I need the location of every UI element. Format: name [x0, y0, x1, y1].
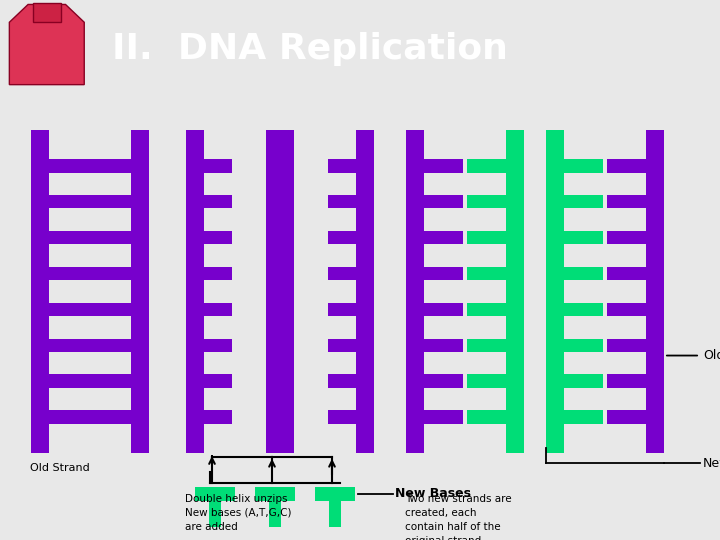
FancyBboxPatch shape — [49, 339, 131, 352]
FancyBboxPatch shape — [328, 303, 356, 316]
FancyBboxPatch shape — [328, 410, 356, 424]
FancyBboxPatch shape — [406, 130, 424, 453]
FancyBboxPatch shape — [276, 130, 294, 453]
FancyBboxPatch shape — [356, 130, 374, 453]
FancyBboxPatch shape — [424, 303, 463, 316]
FancyBboxPatch shape — [467, 231, 506, 245]
FancyBboxPatch shape — [33, 3, 60, 22]
Text: New Bases: New Bases — [395, 488, 471, 501]
FancyBboxPatch shape — [204, 195, 232, 208]
FancyBboxPatch shape — [204, 410, 232, 424]
FancyBboxPatch shape — [546, 130, 564, 453]
FancyBboxPatch shape — [564, 375, 603, 388]
FancyBboxPatch shape — [564, 159, 603, 173]
FancyBboxPatch shape — [467, 410, 506, 424]
FancyBboxPatch shape — [315, 487, 355, 501]
FancyBboxPatch shape — [564, 267, 603, 280]
FancyBboxPatch shape — [49, 267, 131, 280]
FancyBboxPatch shape — [424, 410, 463, 424]
FancyBboxPatch shape — [607, 231, 646, 245]
FancyBboxPatch shape — [204, 231, 232, 245]
FancyBboxPatch shape — [328, 375, 356, 388]
FancyBboxPatch shape — [204, 303, 232, 316]
FancyBboxPatch shape — [424, 195, 463, 208]
FancyBboxPatch shape — [424, 375, 463, 388]
FancyBboxPatch shape — [564, 303, 603, 316]
FancyBboxPatch shape — [607, 375, 646, 388]
Text: II.  DNA Replication: II. DNA Replication — [112, 32, 508, 66]
Text: Double helix unzips
New bases (A,T,G,C)
are added: Double helix unzips New bases (A,T,G,C) … — [185, 494, 292, 532]
FancyBboxPatch shape — [186, 130, 204, 453]
Text: Old Strand: Old Strand — [30, 463, 90, 473]
FancyBboxPatch shape — [467, 339, 506, 352]
FancyBboxPatch shape — [329, 501, 341, 526]
FancyBboxPatch shape — [607, 267, 646, 280]
FancyBboxPatch shape — [467, 159, 506, 173]
FancyBboxPatch shape — [204, 375, 232, 388]
FancyBboxPatch shape — [266, 130, 284, 453]
FancyBboxPatch shape — [209, 501, 221, 526]
FancyBboxPatch shape — [49, 195, 131, 208]
FancyBboxPatch shape — [269, 501, 281, 526]
FancyBboxPatch shape — [564, 339, 603, 352]
FancyBboxPatch shape — [424, 267, 463, 280]
Text: Old: Old — [703, 349, 720, 362]
FancyBboxPatch shape — [424, 231, 463, 245]
FancyBboxPatch shape — [564, 195, 603, 208]
Polygon shape — [9, 4, 84, 85]
Text: Two new strands are
created, each
contain half of the
original strand.: Two new strands are created, each contai… — [405, 494, 512, 540]
FancyBboxPatch shape — [49, 410, 131, 424]
FancyBboxPatch shape — [204, 339, 232, 352]
FancyBboxPatch shape — [564, 231, 603, 245]
FancyBboxPatch shape — [467, 267, 506, 280]
FancyBboxPatch shape — [467, 375, 506, 388]
FancyBboxPatch shape — [49, 375, 131, 388]
FancyBboxPatch shape — [607, 339, 646, 352]
FancyBboxPatch shape — [328, 339, 356, 352]
FancyBboxPatch shape — [424, 339, 463, 352]
FancyBboxPatch shape — [131, 130, 149, 453]
FancyBboxPatch shape — [49, 303, 131, 316]
FancyBboxPatch shape — [607, 159, 646, 173]
FancyBboxPatch shape — [255, 487, 295, 501]
FancyBboxPatch shape — [328, 159, 356, 173]
FancyBboxPatch shape — [328, 267, 356, 280]
FancyBboxPatch shape — [49, 231, 131, 245]
FancyBboxPatch shape — [328, 231, 356, 245]
FancyBboxPatch shape — [328, 195, 356, 208]
FancyBboxPatch shape — [195, 487, 235, 501]
FancyBboxPatch shape — [564, 410, 603, 424]
FancyBboxPatch shape — [204, 159, 232, 173]
FancyBboxPatch shape — [424, 159, 463, 173]
FancyBboxPatch shape — [607, 410, 646, 424]
FancyBboxPatch shape — [646, 130, 664, 453]
FancyBboxPatch shape — [607, 303, 646, 316]
FancyBboxPatch shape — [506, 130, 524, 453]
FancyBboxPatch shape — [467, 195, 506, 208]
Text: New: New — [703, 457, 720, 470]
FancyBboxPatch shape — [467, 303, 506, 316]
FancyBboxPatch shape — [607, 195, 646, 208]
FancyBboxPatch shape — [31, 130, 49, 453]
FancyBboxPatch shape — [204, 267, 232, 280]
FancyBboxPatch shape — [49, 159, 131, 173]
